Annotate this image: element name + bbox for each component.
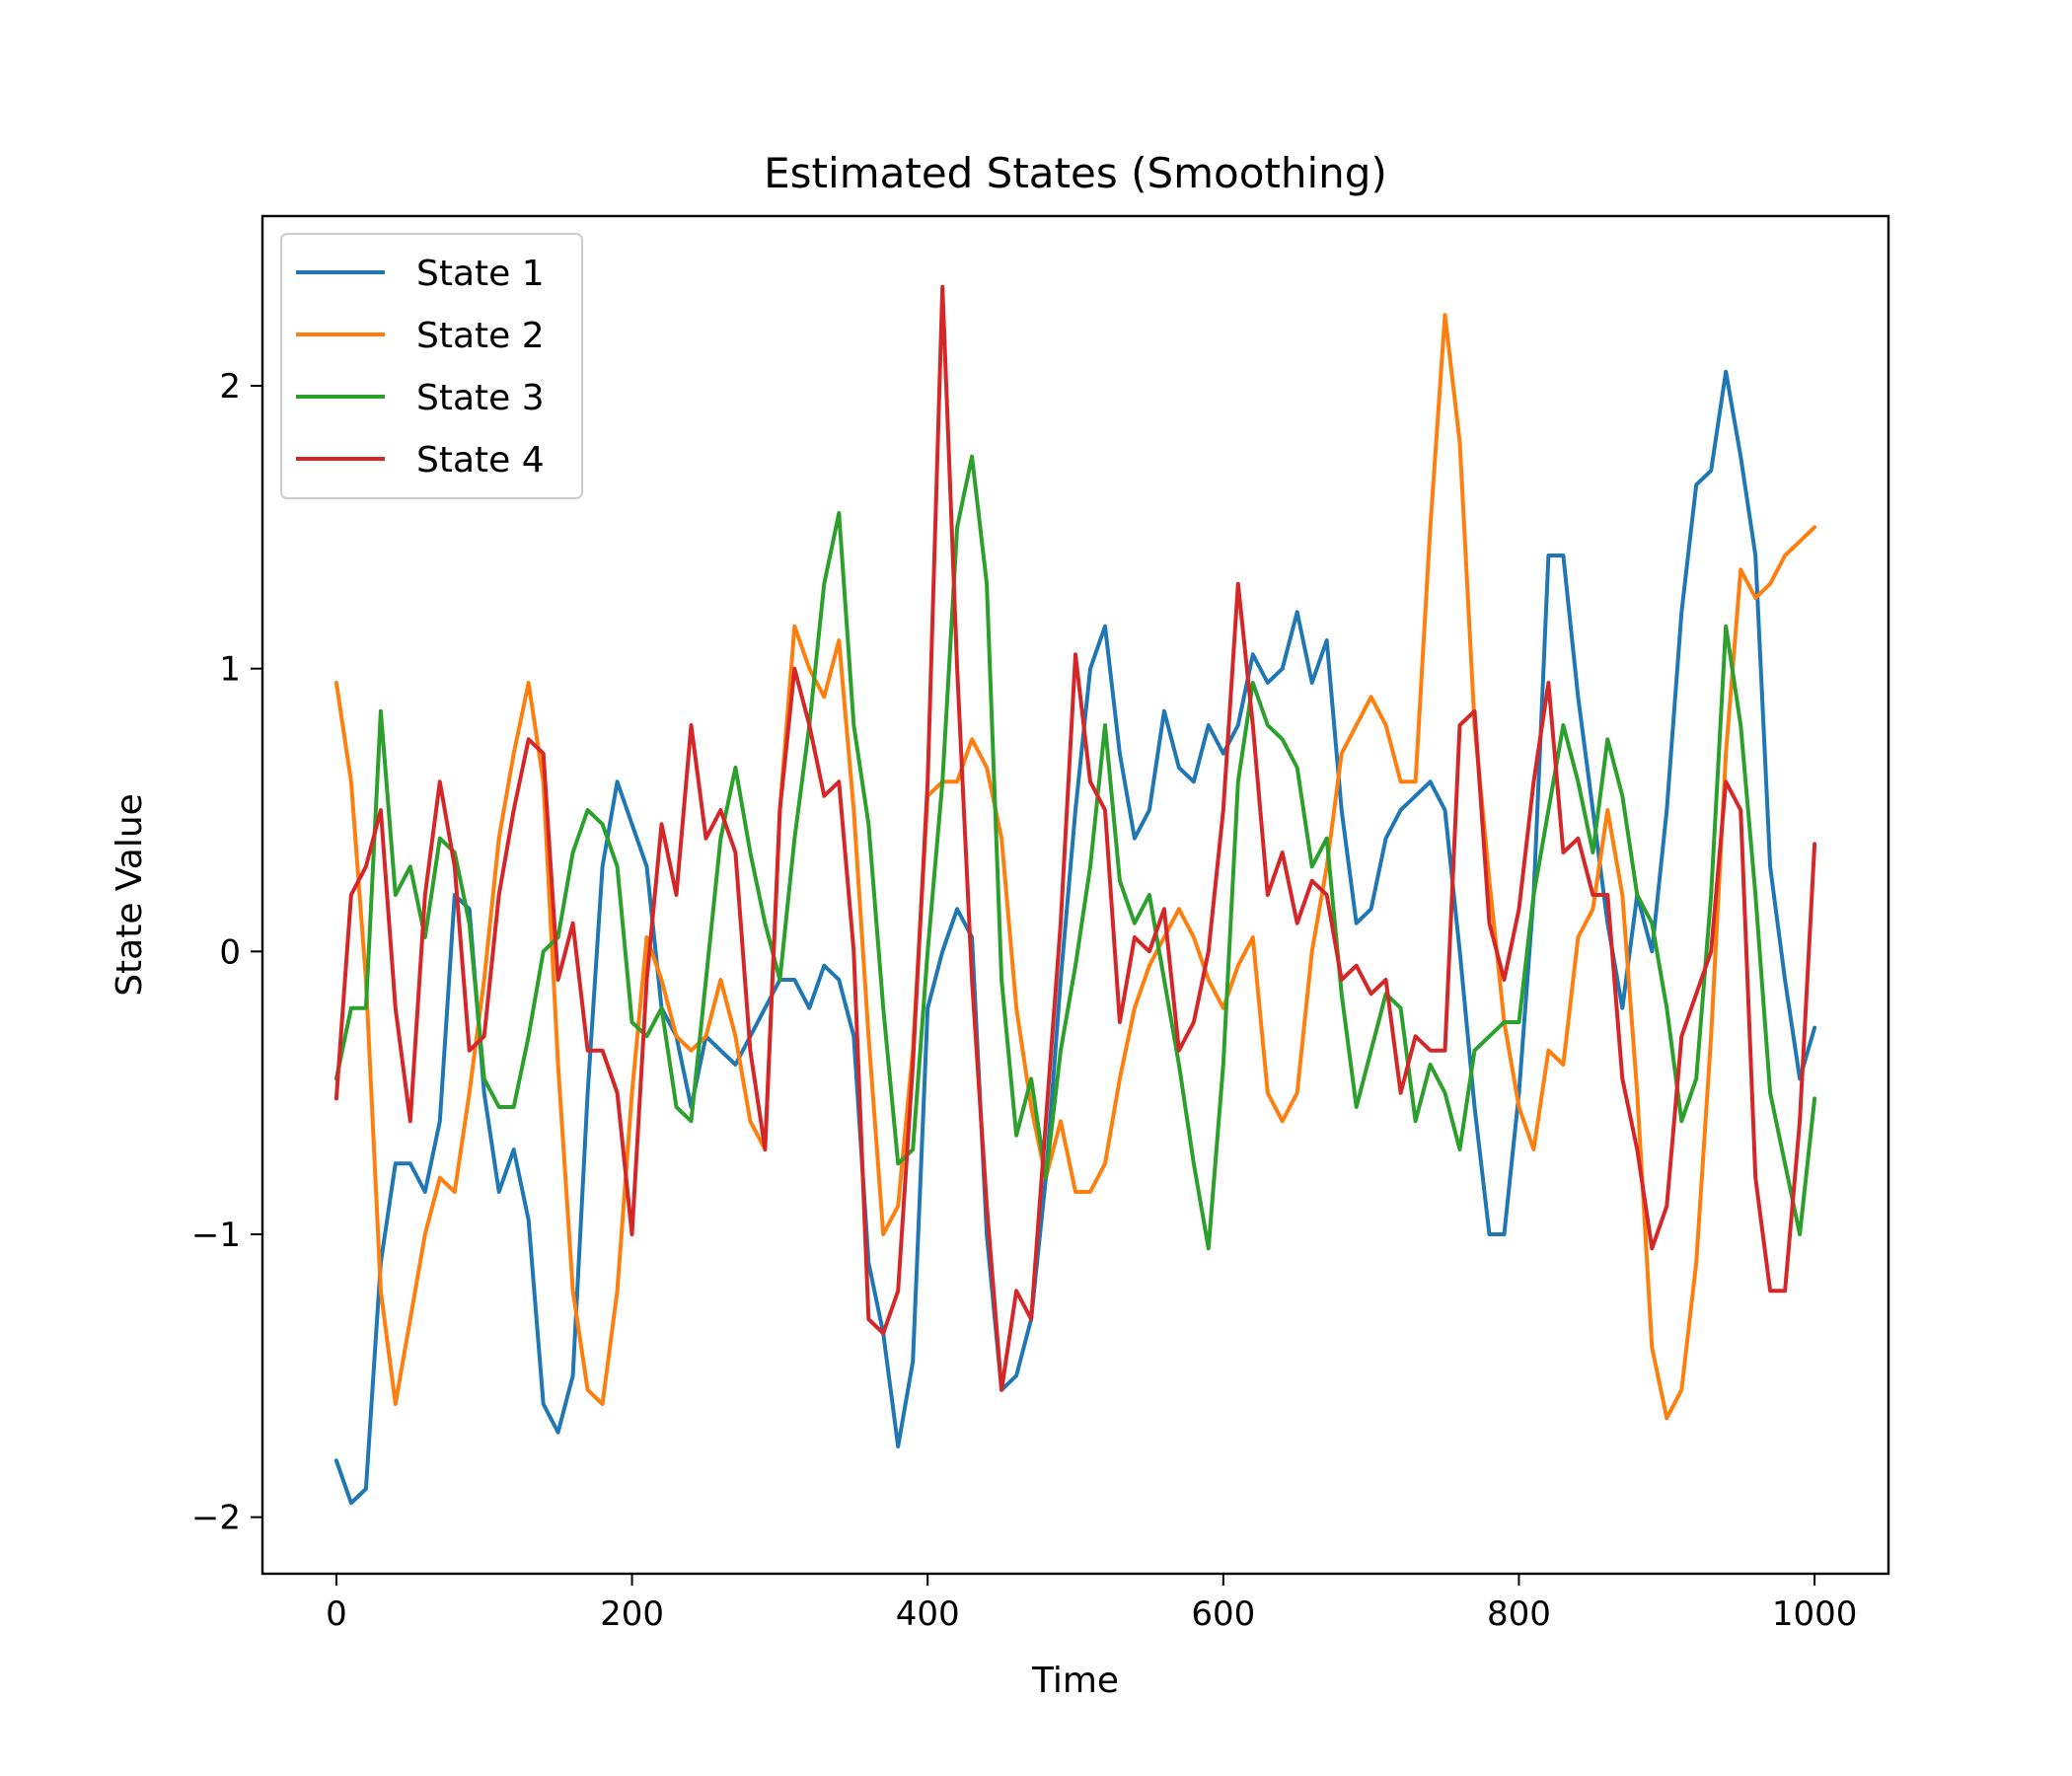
x-tick-label: 0 (326, 1594, 347, 1634)
y-tick-label: −2 (191, 1499, 241, 1538)
legend: State 1 State 2 State 3 State 4 (280, 233, 583, 499)
legend-box (280, 233, 583, 499)
chart-title: Estimated States (Smoothing) (764, 149, 1387, 197)
y-axis: −2 −1 0 1 2 (191, 367, 262, 1538)
series-line-state-4 (333, 284, 1817, 1392)
legend-label-state-2: State 2 (416, 316, 545, 356)
x-tick-label: 400 (896, 1594, 960, 1634)
y-tick-label: 0 (219, 932, 241, 972)
series-line-state-2 (333, 313, 1817, 1421)
series-line-state-3 (333, 454, 1817, 1251)
y-tick-label: −1 (191, 1216, 241, 1255)
legend-label-state-1: State 1 (416, 254, 545, 294)
x-tick-label: 600 (1191, 1594, 1255, 1634)
legend-label-state-3: State 3 (416, 378, 545, 418)
y-tick-label: 1 (219, 650, 241, 690)
y-axis-label: State Value (110, 793, 150, 997)
x-axis-label: Time (1031, 1661, 1119, 1701)
series-line-state-1 (333, 369, 1817, 1506)
legend-label-state-4: State 4 (416, 440, 545, 481)
x-tick-label: 1000 (1772, 1594, 1858, 1634)
y-tick-label: 2 (219, 367, 241, 407)
x-axis: 0 200 400 600 800 1000 (326, 1574, 1857, 1634)
x-tick-label: 800 (1487, 1594, 1551, 1634)
plot-frame (260, 214, 1890, 1576)
series-layer (333, 284, 1817, 1506)
x-tick-label: 200 (600, 1594, 664, 1634)
